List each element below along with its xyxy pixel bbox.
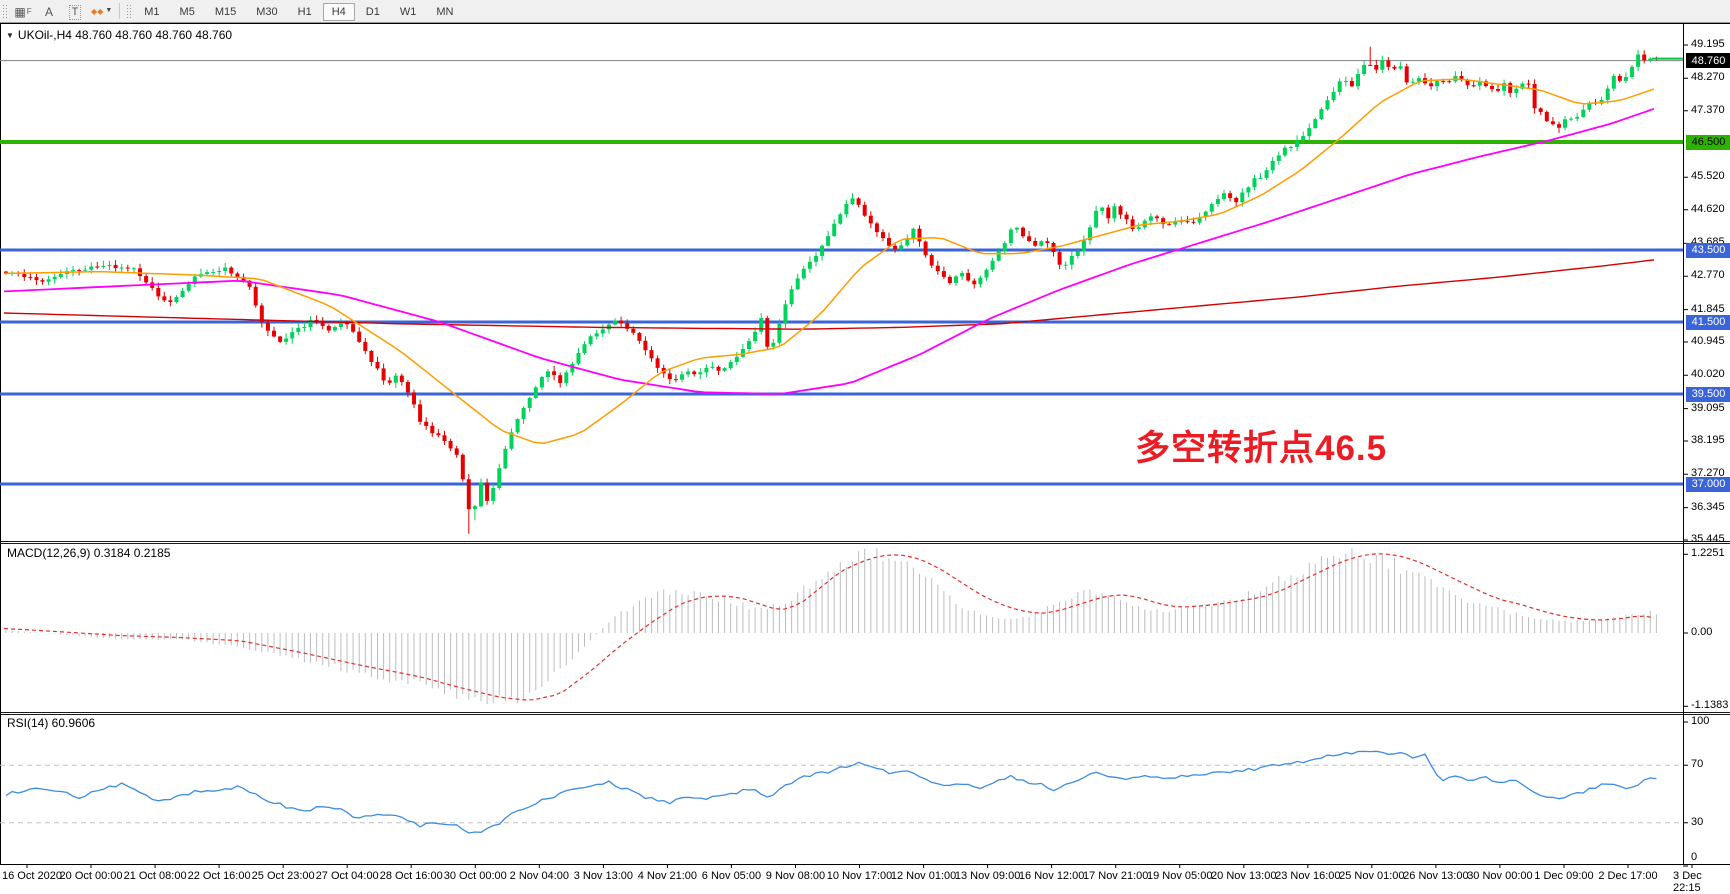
macd-histogram xyxy=(5,547,1657,705)
price-level-badge: 37.000 xyxy=(1686,476,1730,492)
axis-ticks xyxy=(26,44,1693,868)
price-axis-label: 38.195 xyxy=(1691,434,1725,446)
rsi-scale-label: 70 xyxy=(1691,758,1704,771)
timeframe-button-h4[interactable]: H4 xyxy=(322,3,355,21)
toolbar-separator xyxy=(119,3,121,19)
price-axis-label: 37.270 xyxy=(1691,467,1725,480)
time-axis-label: 27 Oct 04:00 xyxy=(315,870,379,882)
price-axis-label: 42.770 xyxy=(1691,269,1725,282)
price-axis-label: 35.445 xyxy=(1691,533,1725,545)
time-axis-label: 26 Nov 13:00 xyxy=(1403,870,1469,882)
toolbar-drag-handle[interactable] xyxy=(2,4,7,18)
price-axis-label: 40.020 xyxy=(1691,368,1725,381)
rsi-line xyxy=(5,750,1657,834)
time-axis-label: 10 Nov 17:00 xyxy=(826,870,893,882)
chevron-down-icon[interactable]: ▼ xyxy=(6,31,14,40)
time-axis-label: 30 Oct 00:00 xyxy=(443,870,507,882)
timeframe-button-m5[interactable]: M5 xyxy=(179,6,195,18)
time-axis-label: 25 Nov 01:00 xyxy=(1339,870,1405,882)
chart-window: ▼ UKOil-,H4 48.760 48.760 48.760 48.760 M… xyxy=(0,23,1730,894)
timeframe-button-m15[interactable]: M15 xyxy=(214,6,237,18)
chart-canvas[interactable] xyxy=(0,23,1730,890)
time-axis-label: 25 Oct 23:00 xyxy=(251,870,315,882)
toolbar: ▦ F A T ◆◆ ▼ M1 M5 M15 M30 H1 H4 D1 W1 MN xyxy=(0,0,1730,23)
chart-title: ▼ UKOil-,H4 48.760 48.760 48.760 48.760 xyxy=(6,28,232,42)
toolbar-drag-handle-2[interactable] xyxy=(126,4,132,18)
timeframe-button-d1[interactable]: D1 xyxy=(365,6,380,18)
chevron-down-icon: ▼ xyxy=(105,7,113,14)
time-axis-label: 3 Nov 13:00 xyxy=(573,870,634,882)
grid-glyph: ▦ xyxy=(14,5,26,19)
horizontal-level-lines[interactable] xyxy=(0,60,1683,486)
time-axis-label: 21 Oct 08:00 xyxy=(123,870,187,882)
timeframe-button-m1[interactable]: M1 xyxy=(144,6,160,18)
time-axis-label: 20 Oct 00:00 xyxy=(59,870,123,882)
rsi-scale-label: 100 xyxy=(1691,715,1710,727)
time-axis-label: 20 Nov 13:00 xyxy=(1211,870,1277,882)
macd-scale-label: -1.1383 xyxy=(1691,699,1729,712)
grid-sub: F xyxy=(26,7,32,16)
shapes-glyph: ◆◆ xyxy=(91,7,104,16)
time-axis-label: 2 Dec 17:00 xyxy=(1598,870,1658,882)
time-axis-label: 3 Dec 22:15 xyxy=(1673,870,1702,894)
time-axis-label: 19 Nov 05:00 xyxy=(1147,870,1213,882)
price-level-badge: 46.500 xyxy=(1686,134,1730,150)
price-axis-label: 36.345 xyxy=(1691,500,1725,513)
price-level-badge: 43.500 xyxy=(1686,242,1730,258)
rsi-scale-label: 30 xyxy=(1691,815,1704,828)
rsi-level-lines xyxy=(0,764,1683,824)
time-axis-label: 12 Nov 01:00 xyxy=(890,870,957,882)
rsi-scale-label: 0 xyxy=(1691,851,1698,863)
indicators-grid-icon[interactable]: ▦ F xyxy=(10,2,36,20)
price-axis-label: 41.845 xyxy=(1691,302,1725,315)
time-axis-label: 16 Oct 2020 xyxy=(2,870,62,882)
time-axis-label: 23 Nov 16:00 xyxy=(1275,870,1341,882)
timeframe-button-h1[interactable]: H1 xyxy=(297,6,312,18)
price-axis-label: 49.195 xyxy=(1691,38,1725,50)
price-axis-label: 39.095 xyxy=(1691,401,1725,414)
timeframe-group: M1 M5 M15 M30 H1 H4 D1 W1 MN xyxy=(134,2,463,21)
price-level-badge: 48.760 xyxy=(1686,53,1730,69)
price-axis-label: 45.520 xyxy=(1691,170,1725,183)
time-axis-label: 9 Nov 08:00 xyxy=(765,870,826,882)
time-axis-label: 6 Nov 05:00 xyxy=(701,870,762,882)
price-axis-label: 40.945 xyxy=(1691,335,1725,347)
price-level-badge: 41.500 xyxy=(1686,314,1730,330)
chart-title-text: UKOil-,H4 48.760 48.760 48.760 48.760 xyxy=(17,28,233,42)
time-axis-label: 2 Nov 04:00 xyxy=(509,870,569,882)
time-axis-label: 13 Nov 09:00 xyxy=(954,870,1021,882)
shapes-arrows-icon[interactable]: ◆◆ ▼ xyxy=(88,2,115,20)
time-axis-label: 22 Oct 16:00 xyxy=(187,870,251,882)
timeframe-button-w1[interactable]: W1 xyxy=(399,6,417,18)
time-axis-label: 30 Nov 00:00 xyxy=(1467,870,1533,882)
panel-borders xyxy=(0,23,1730,865)
text-label-icon[interactable]: A xyxy=(44,5,53,19)
price-axis-label: 47.370 xyxy=(1691,103,1725,116)
timeframe-button-mn[interactable]: MN xyxy=(436,6,454,18)
macd-scale-label: 1.2251 xyxy=(1691,547,1725,560)
macd-scale-label: 0.00 xyxy=(1691,626,1713,638)
timeframe-button-m30[interactable]: M30 xyxy=(256,6,278,18)
ma-slow-red-line xyxy=(3,259,1655,330)
time-axis-label: 28 Oct 16:00 xyxy=(379,870,443,882)
text-box-icon[interactable]: T xyxy=(62,2,88,20)
text-box-glyph: T xyxy=(68,5,82,20)
macd-signal-line xyxy=(3,553,1655,701)
price-level-badge: 39.500 xyxy=(1686,386,1730,402)
ma-fast-orange-line xyxy=(3,78,1655,445)
price-axis-label: 48.270 xyxy=(1691,71,1725,84)
time-axis-label: 1 Dec 09:00 xyxy=(1534,870,1594,882)
candlesticks[interactable] xyxy=(4,46,1659,534)
time-axis-label: 17 Nov 21:00 xyxy=(1082,870,1149,882)
time-axis-label: 16 Nov 12:00 xyxy=(1018,870,1085,882)
time-axis-label: 4 Nov 21:00 xyxy=(637,870,698,882)
price-axis-label: 44.620 xyxy=(1691,202,1725,215)
rsi-indicator-label: RSI(14) 60.9606 xyxy=(7,716,96,730)
annotation-text[interactable]: 多空转折点46.5 xyxy=(1135,429,1388,468)
macd-indicator-label: MACD(12,26,9) 0.3184 0.2185 xyxy=(7,546,171,560)
